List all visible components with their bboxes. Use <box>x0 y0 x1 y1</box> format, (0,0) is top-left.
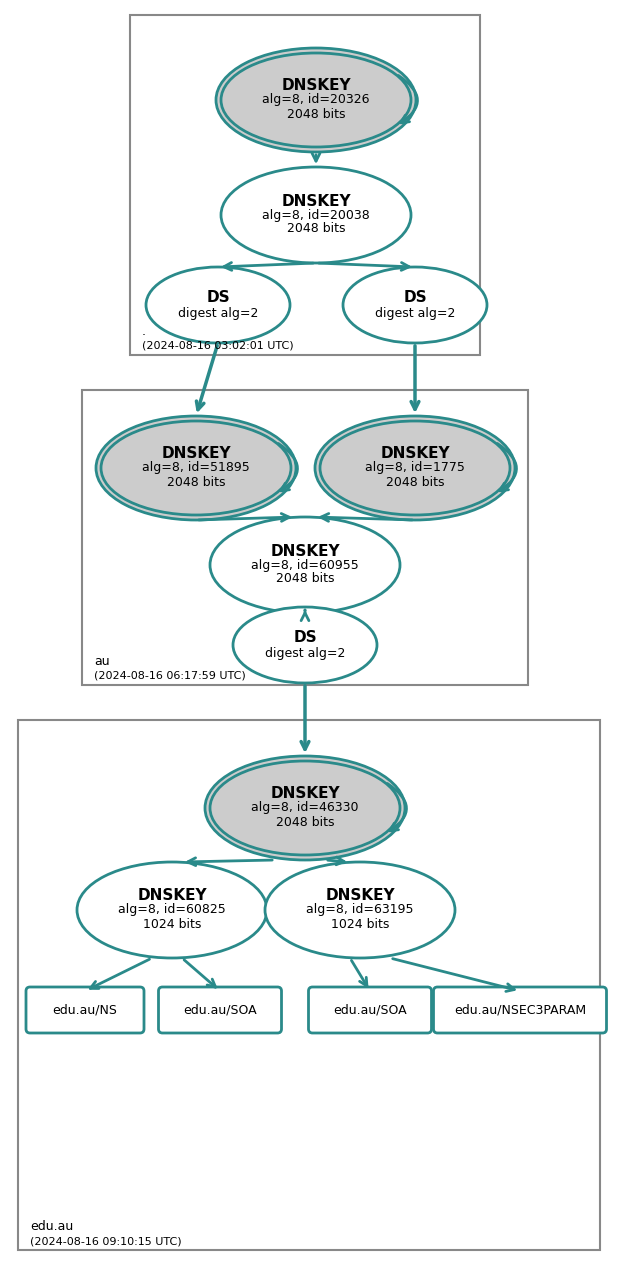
Text: alg=8, id=51895: alg=8, id=51895 <box>142 461 250 474</box>
FancyArrowPatch shape <box>387 783 406 831</box>
Text: alg=8, id=1775: alg=8, id=1775 <box>365 461 465 474</box>
Text: (2024-08-16 09:10:15 UTC): (2024-08-16 09:10:15 UTC) <box>30 1236 181 1246</box>
Ellipse shape <box>265 861 455 958</box>
FancyBboxPatch shape <box>434 987 607 1033</box>
Text: (2024-08-16 06:17:59 UTC): (2024-08-16 06:17:59 UTC) <box>94 671 246 681</box>
FancyBboxPatch shape <box>159 987 281 1033</box>
Text: edu.au/NSEC3PARAM: edu.au/NSEC3PARAM <box>454 1003 586 1016</box>
Text: alg=8, id=46330: alg=8, id=46330 <box>252 801 359 814</box>
Text: DNSKEY: DNSKEY <box>270 543 340 558</box>
Text: DS: DS <box>206 290 230 304</box>
Ellipse shape <box>146 267 290 343</box>
Text: 2048 bits: 2048 bits <box>287 222 345 235</box>
Bar <box>82 390 528 685</box>
Ellipse shape <box>221 52 411 147</box>
FancyBboxPatch shape <box>26 987 144 1033</box>
Ellipse shape <box>315 417 515 520</box>
Text: DS: DS <box>293 630 317 644</box>
Text: DNSKEY: DNSKEY <box>137 888 207 904</box>
Text: edu.au/SOA: edu.au/SOA <box>333 1003 407 1016</box>
Ellipse shape <box>343 267 487 343</box>
Text: alg=8, id=60955: alg=8, id=60955 <box>251 558 359 571</box>
Text: .: . <box>142 325 146 337</box>
Text: DS: DS <box>403 290 427 304</box>
Ellipse shape <box>233 607 377 682</box>
Text: 2048 bits: 2048 bits <box>276 815 334 828</box>
Text: digest alg=2: digest alg=2 <box>178 307 258 320</box>
Text: 2048 bits: 2048 bits <box>276 573 334 585</box>
Text: edu.au/SOA: edu.au/SOA <box>183 1003 257 1016</box>
Ellipse shape <box>77 861 267 958</box>
Text: digest alg=2: digest alg=2 <box>375 307 455 320</box>
Text: edu.au/NS: edu.au/NS <box>52 1003 118 1016</box>
Bar <box>130 15 480 355</box>
Ellipse shape <box>216 49 416 152</box>
Text: 2048 bits: 2048 bits <box>167 475 225 488</box>
Ellipse shape <box>221 167 411 263</box>
Text: alg=8, id=60825: alg=8, id=60825 <box>118 904 226 916</box>
FancyArrowPatch shape <box>278 443 298 491</box>
Ellipse shape <box>210 518 400 613</box>
FancyBboxPatch shape <box>308 987 432 1033</box>
Text: 1024 bits: 1024 bits <box>143 918 201 930</box>
Text: 2048 bits: 2048 bits <box>386 475 444 488</box>
FancyArrowPatch shape <box>497 443 516 491</box>
Text: 2048 bits: 2048 bits <box>287 107 345 120</box>
Text: digest alg=2: digest alg=2 <box>265 647 345 659</box>
Text: DNSKEY: DNSKEY <box>281 78 351 93</box>
Text: DNSKEY: DNSKEY <box>325 888 395 904</box>
Text: DNSKEY: DNSKEY <box>161 446 231 461</box>
Ellipse shape <box>96 417 296 520</box>
Text: alg=8, id=63195: alg=8, id=63195 <box>307 904 414 916</box>
Text: (2024-08-16 03:02:01 UTC): (2024-08-16 03:02:01 UTC) <box>142 341 294 351</box>
Bar <box>18 720 600 1250</box>
FancyArrowPatch shape <box>398 75 418 123</box>
Text: DNSKEY: DNSKEY <box>270 786 340 801</box>
Ellipse shape <box>101 420 291 515</box>
Text: alg=8, id=20038: alg=8, id=20038 <box>262 208 370 221</box>
Text: DNSKEY: DNSKEY <box>281 193 351 208</box>
Ellipse shape <box>205 757 405 860</box>
Text: alg=8, id=20326: alg=8, id=20326 <box>262 93 370 106</box>
Text: DNSKEY: DNSKEY <box>380 446 450 461</box>
Ellipse shape <box>320 420 510 515</box>
Text: 1024 bits: 1024 bits <box>331 918 389 930</box>
Text: au: au <box>94 656 109 668</box>
Text: edu.au: edu.au <box>30 1220 73 1233</box>
Ellipse shape <box>210 760 400 855</box>
